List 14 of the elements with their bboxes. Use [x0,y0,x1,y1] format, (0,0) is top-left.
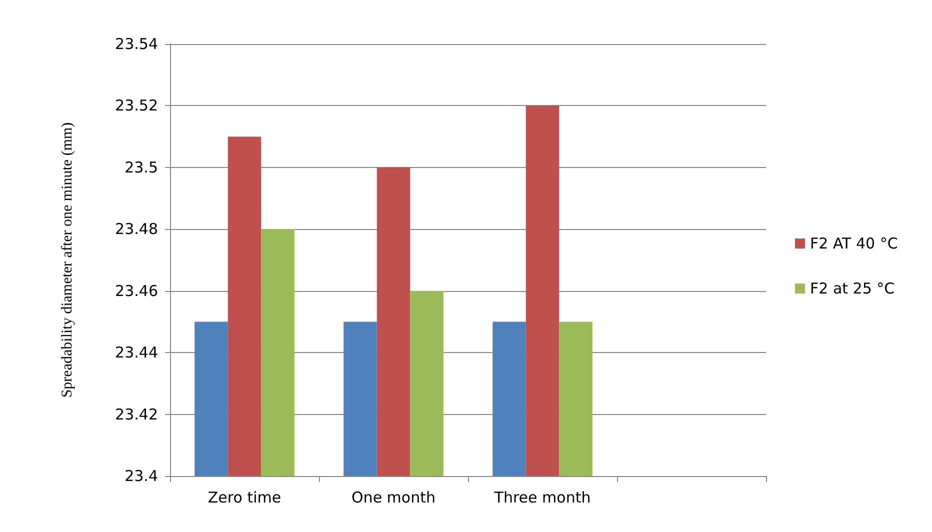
y-tick-label: 23.52 [115,96,158,115]
legend-label: F2 AT 40 °C [810,234,898,252]
y-tick-label: 23.54 [115,35,158,53]
y-tick-label: 23.44 [115,344,158,362]
y-tick-label: 23.5 [124,158,158,176]
x-tick-label: Three month [493,488,591,506]
legend-label: F2 at 25 °C [810,280,895,298]
y-tick-label: 23.4 [124,467,158,485]
y-axis-title: Spreadability diameter after one minute (mm) [60,122,76,398]
y-tick-label: 23.46 [115,282,158,300]
y-tick-label: 23.42 [115,405,158,424]
x-tick-label: Zero time [208,488,282,506]
x-tick-label: One month [352,488,436,506]
y-tick-label: 23.48 [115,220,158,238]
